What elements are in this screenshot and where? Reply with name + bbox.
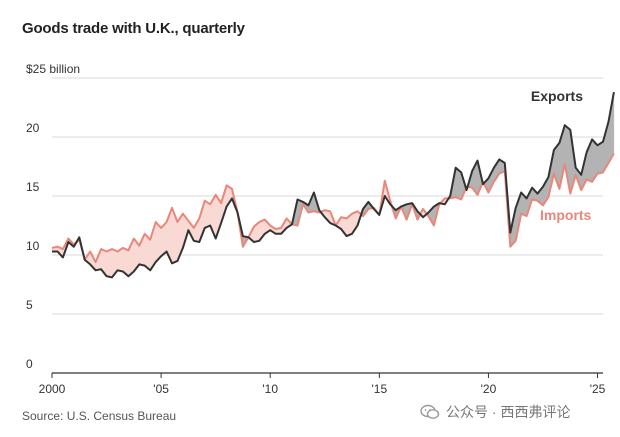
chart-title: Goods trade with U.K., quarterly [22,20,245,37]
x-tick-label: 2000 [39,382,66,396]
imports-label: Imports [540,207,592,223]
x-tick-label: '25 [590,382,606,396]
y-tick-label: 5 [26,298,33,312]
x-tick-label: '20 [481,382,497,396]
exports-line [52,92,615,279]
import-surplus-area [106,248,113,278]
series-layer [51,92,615,279]
grid-layer [52,77,603,315]
watermark-text: 公众号 · 西西弗评论 [446,404,571,420]
fill-layer [51,92,615,279]
imports-line [51,153,615,264]
y-tick-label: 10 [26,239,40,253]
watermark: 公众号 · 西西弗评论 [420,402,570,422]
source-note: Source: U.S. Census Bureau [22,409,177,423]
label-layer: Exports Imports [531,88,592,223]
y-tick-label: $25 billion [26,62,80,76]
exports-label: Exports [531,88,583,104]
axis-layer: 0 5 10 15 20 $25 billion 2000 '05 '10 '15 '20 '25 [26,62,606,396]
x-tick-label: '15 [372,382,388,396]
y-tick-label: 15 [26,180,40,194]
y-tick-label: 20 [26,121,40,135]
x-tick-label: '10 [262,382,278,396]
export-surplus-area [597,141,604,174]
wechat-icon [420,404,440,419]
x-tick-label: '05 [153,382,169,396]
y-tick-label: 0 [26,357,33,371]
